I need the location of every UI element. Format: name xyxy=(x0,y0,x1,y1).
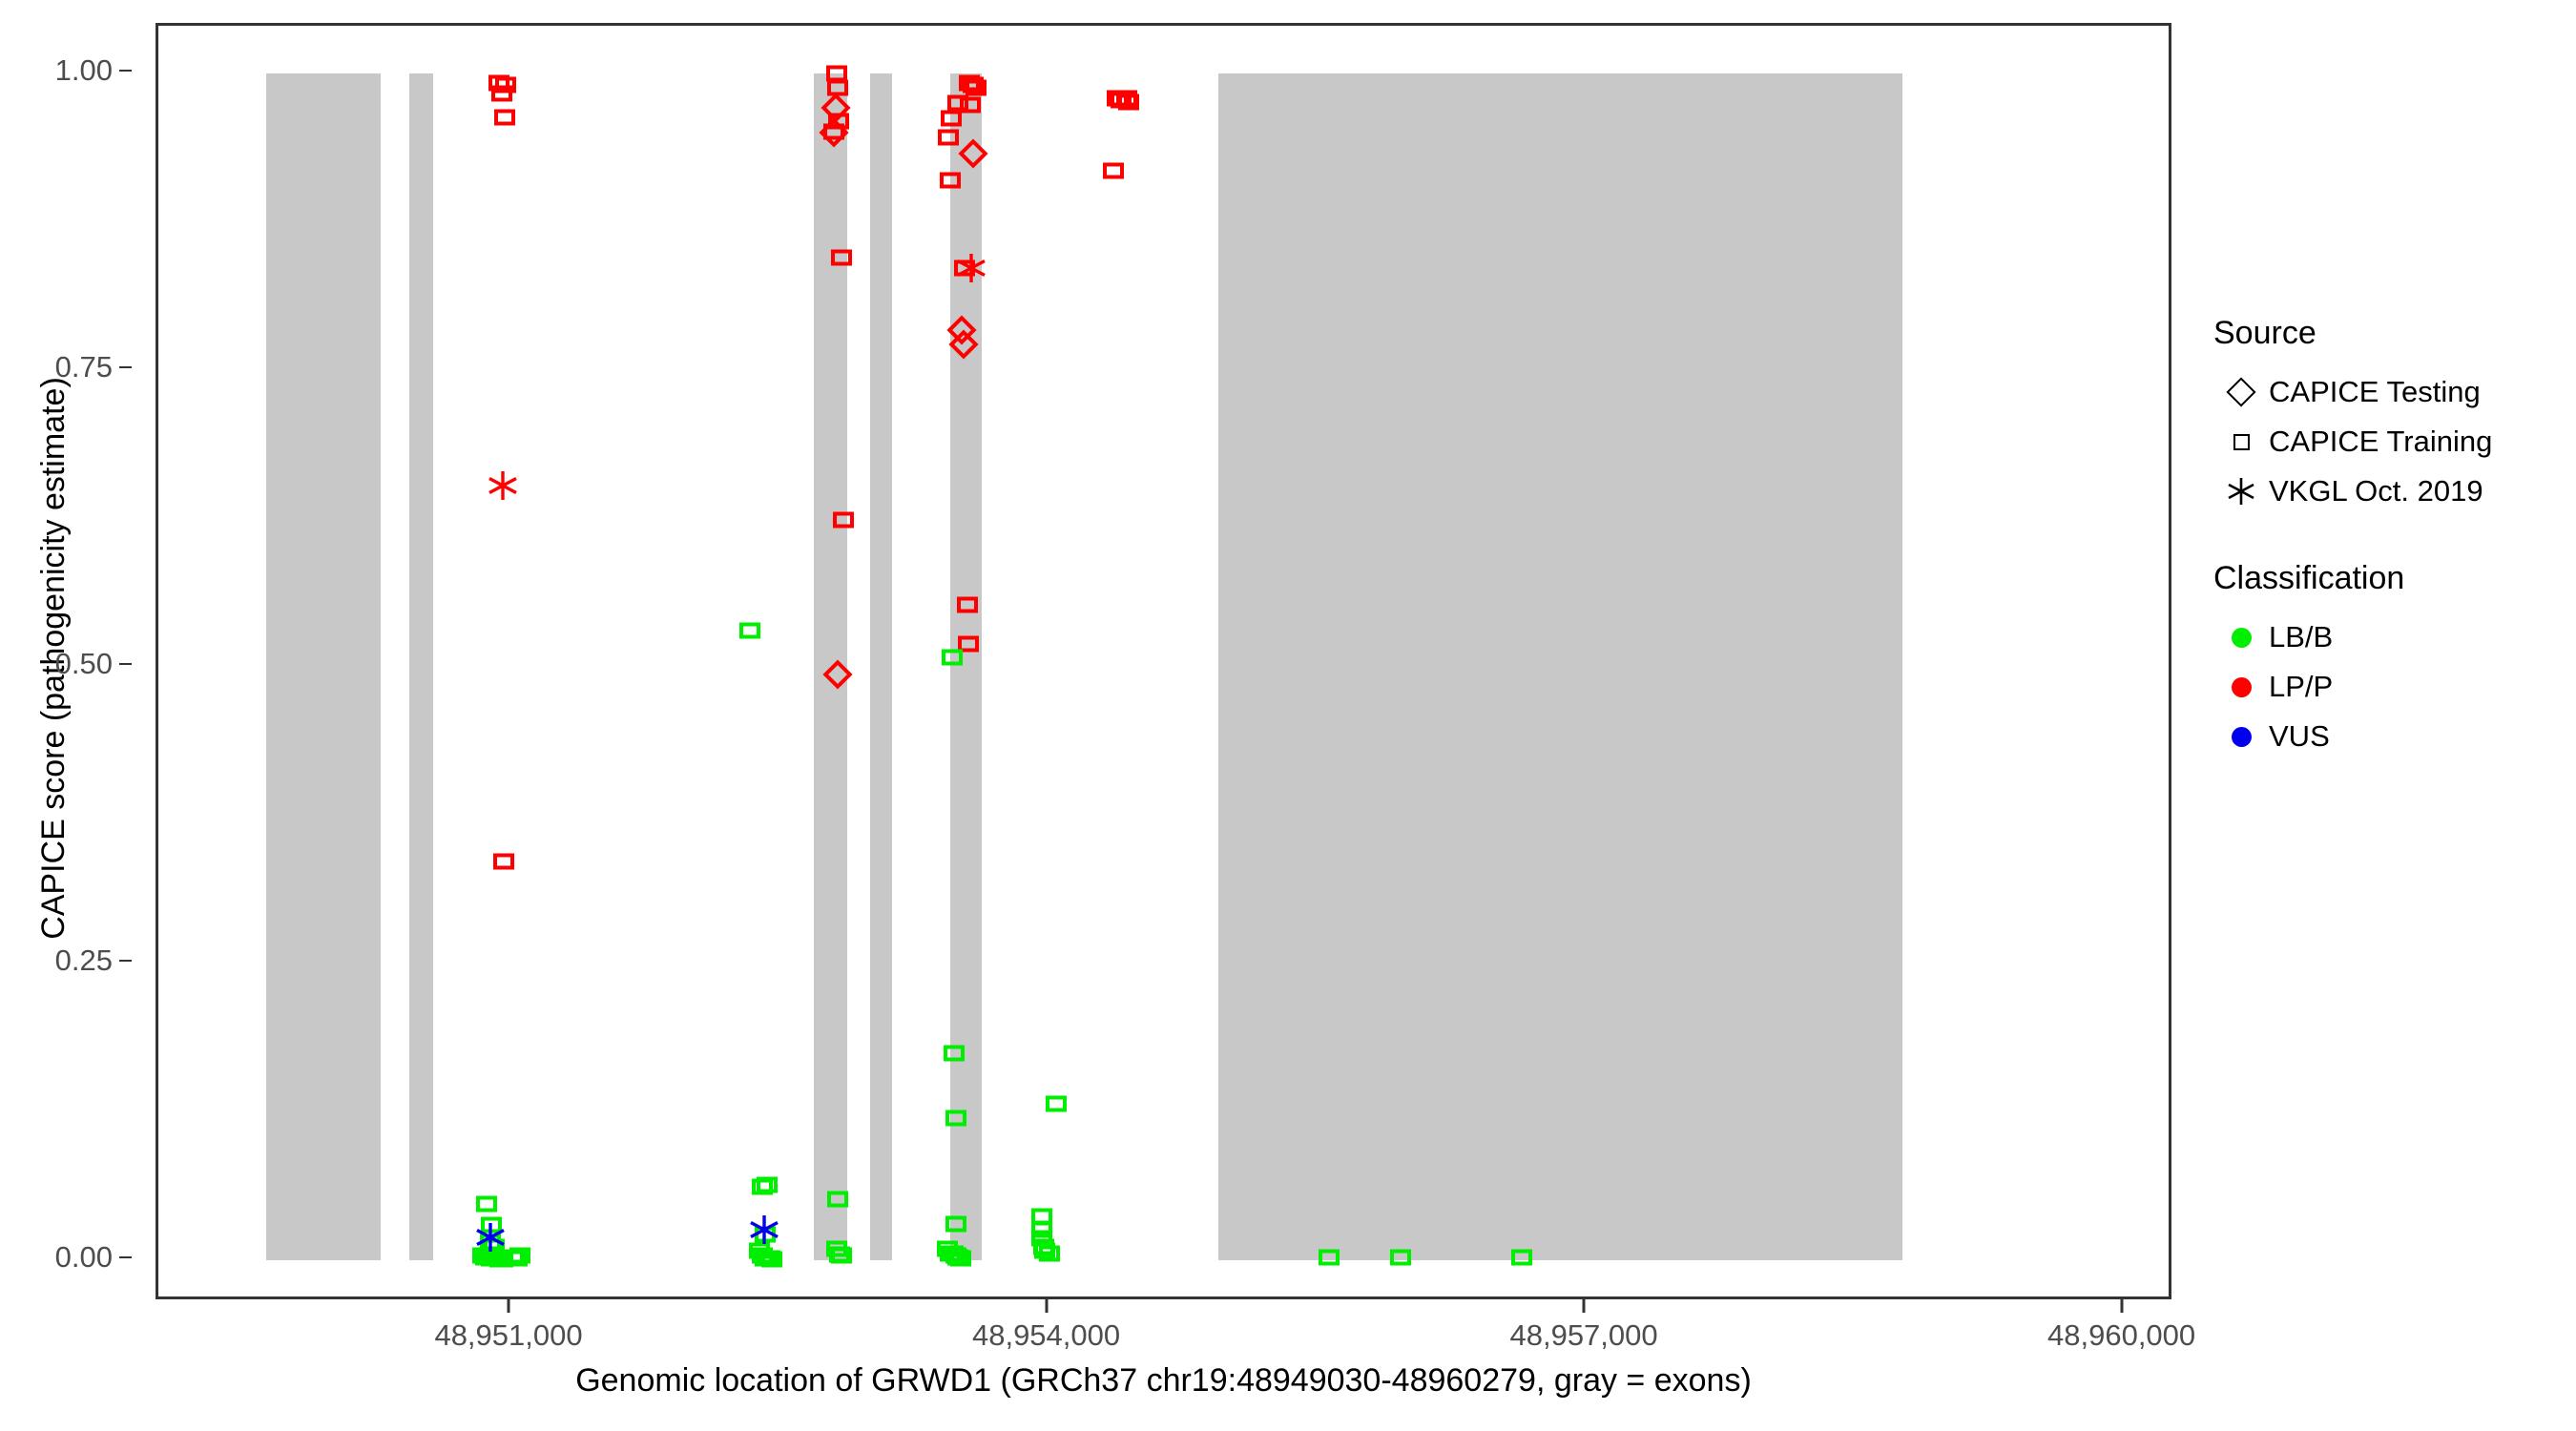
exon-band xyxy=(265,73,381,1261)
x-axis-ticks: 48,951,000 48,954,000 48,957,000 48,960,000 xyxy=(156,1299,2195,1352)
data-point xyxy=(481,1216,502,1234)
data-point xyxy=(488,74,509,92)
y-axis-ticks: 0.00 0.25 0.50 0.75 1.00 xyxy=(0,0,143,1431)
y-tick-label: 0.25 xyxy=(54,944,113,978)
legend-item-vus[interactable]: VUS xyxy=(2213,712,2566,761)
legend-title-source: Source xyxy=(2213,315,2316,351)
data-point xyxy=(474,1249,496,1266)
legend-label: CAPICE Training xyxy=(2269,425,2493,458)
x-tick-label: 48,951,000 xyxy=(434,1318,583,1352)
data-point xyxy=(754,1250,776,1267)
data-point xyxy=(1103,162,1125,179)
data-point xyxy=(484,1238,506,1255)
x-tick-label: 48,957,000 xyxy=(1509,1318,1658,1352)
legend-item-lbb[interactable]: LB/B xyxy=(2213,612,2566,662)
dot-icon xyxy=(2213,612,2269,662)
x-tick-mark xyxy=(1045,1299,1049,1313)
legend-label: LP/P xyxy=(2269,670,2334,703)
data-point xyxy=(760,1251,782,1268)
data-point xyxy=(738,622,760,639)
legend: Source CAPICE Testing CAPICE Training xyxy=(2213,315,2566,805)
y-tick-mark xyxy=(119,960,132,963)
exon-band xyxy=(1218,73,1902,1261)
x-tick-label: 48,954,000 xyxy=(971,1318,1121,1352)
data-point xyxy=(490,85,512,102)
data-point xyxy=(757,1176,779,1193)
data-point xyxy=(484,1250,506,1267)
legend-label: LB/B xyxy=(2269,620,2334,653)
legend-item-capice-testing[interactable]: CAPICE Testing xyxy=(2213,367,2566,417)
data-point xyxy=(1034,1242,1056,1259)
x-axis-title: Genomic location of GRWD1 (GRCh37 chr19:… xyxy=(575,1362,1752,1399)
dot-icon xyxy=(2213,712,2269,761)
y-tick-label: 0.00 xyxy=(54,1240,113,1275)
legend-label: CAPICE Testing xyxy=(2269,375,2481,408)
data-point xyxy=(1110,92,1132,109)
data-point xyxy=(1106,90,1128,107)
data-point xyxy=(477,1249,499,1266)
data-point xyxy=(471,1247,493,1264)
legend-item-lpp[interactable]: LP/P xyxy=(2213,662,2566,712)
legend-group-source: Source CAPICE Testing CAPICE Training xyxy=(2213,315,2566,516)
data-point xyxy=(758,1250,780,1267)
data-point xyxy=(489,1251,511,1268)
exon-band xyxy=(950,73,982,1261)
legend-item-capice-training[interactable]: CAPICE Training xyxy=(2213,417,2566,467)
data-point xyxy=(476,1195,498,1213)
data-point xyxy=(493,109,515,126)
data-point xyxy=(506,1250,528,1267)
data-point xyxy=(755,1226,777,1243)
data-point xyxy=(752,1247,774,1264)
data-point xyxy=(749,1242,771,1259)
data-point xyxy=(752,1178,774,1195)
data-point xyxy=(1115,90,1137,107)
legend-item-vkgl[interactable]: VKGL Oct. 2019 xyxy=(2213,467,2566,516)
legend-label: VUS xyxy=(2269,719,2330,753)
data-point xyxy=(1030,1221,1052,1238)
data-point xyxy=(487,469,519,502)
data-point xyxy=(474,1221,507,1254)
data-point xyxy=(1038,1245,1060,1262)
data-point xyxy=(491,1251,513,1268)
legend-title-classification: Classification xyxy=(2213,560,2405,596)
x-tick-mark xyxy=(507,1299,510,1313)
data-point xyxy=(1032,1238,1054,1255)
x-tick-mark xyxy=(1582,1299,1586,1313)
data-point xyxy=(492,853,514,870)
y-tick-mark xyxy=(119,69,132,72)
square-icon xyxy=(2213,417,2269,467)
exon-band xyxy=(814,73,848,1261)
data-point xyxy=(757,1250,779,1267)
asterisk-icon xyxy=(2213,467,2269,516)
data-point xyxy=(1031,1230,1053,1247)
exon-band xyxy=(869,73,892,1261)
data-point xyxy=(1117,93,1139,111)
plot-panel xyxy=(156,23,2171,1299)
y-tick-mark xyxy=(119,1256,132,1259)
dot-icon xyxy=(2213,662,2269,712)
data-point xyxy=(479,1234,501,1251)
legend-label: VKGL Oct. 2019 xyxy=(2269,474,2483,508)
y-tick-mark xyxy=(119,365,132,368)
y-tick-label: 1.00 xyxy=(54,52,113,87)
data-point xyxy=(509,1247,531,1264)
y-tick-label: 0.50 xyxy=(54,647,113,681)
data-point xyxy=(487,1250,509,1267)
data-point xyxy=(502,1249,524,1266)
legend-group-classification: Classification LB/B LP/P VUS xyxy=(2213,560,2566,761)
x-tick-label: 48,960,000 xyxy=(2047,1318,2196,1352)
diamond-icon xyxy=(2213,367,2269,417)
data-point xyxy=(748,1213,780,1246)
x-tick-mark xyxy=(2120,1299,2124,1313)
y-tick-mark xyxy=(119,663,132,666)
y-tick-label: 0.75 xyxy=(54,349,113,384)
exon-band xyxy=(408,73,434,1261)
data-point xyxy=(481,1250,503,1267)
data-point xyxy=(1046,1095,1068,1112)
data-point xyxy=(1031,1208,1053,1225)
data-point xyxy=(495,76,517,93)
